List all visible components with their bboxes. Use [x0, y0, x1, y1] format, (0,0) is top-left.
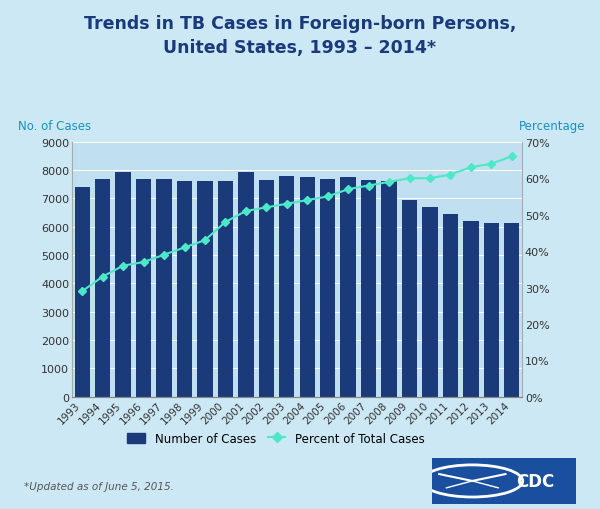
Bar [279, 177, 295, 397]
FancyBboxPatch shape [425, 456, 583, 506]
Bar [443, 215, 458, 397]
Bar [402, 201, 417, 397]
Text: CDC: CDC [517, 472, 555, 490]
Bar [115, 172, 131, 397]
Bar [197, 182, 212, 397]
Bar [157, 179, 172, 397]
Bar [463, 222, 479, 397]
Bar [382, 182, 397, 397]
Bar [177, 182, 192, 397]
Bar [218, 182, 233, 397]
Bar [95, 179, 110, 397]
Bar [361, 181, 376, 397]
Bar [484, 223, 499, 397]
Bar [299, 178, 315, 397]
Bar [136, 179, 151, 397]
Bar [504, 223, 520, 397]
Legend: Number of Cases, Percent of Total Cases: Number of Cases, Percent of Total Cases [123, 427, 429, 449]
Text: Percentage: Percentage [518, 120, 585, 132]
Bar [422, 208, 437, 397]
Bar [74, 188, 90, 397]
Bar [259, 181, 274, 397]
Bar [340, 178, 356, 397]
Text: *Updated as of June 5, 2015.: *Updated as of June 5, 2015. [24, 481, 174, 491]
Bar [238, 172, 254, 397]
Text: No. of Cases: No. of Cases [18, 120, 91, 132]
Bar [320, 179, 335, 397]
Text: Trends in TB Cases in Foreign-born Persons,
United States, 1993 – 2014*: Trends in TB Cases in Foreign-born Perso… [84, 15, 516, 57]
